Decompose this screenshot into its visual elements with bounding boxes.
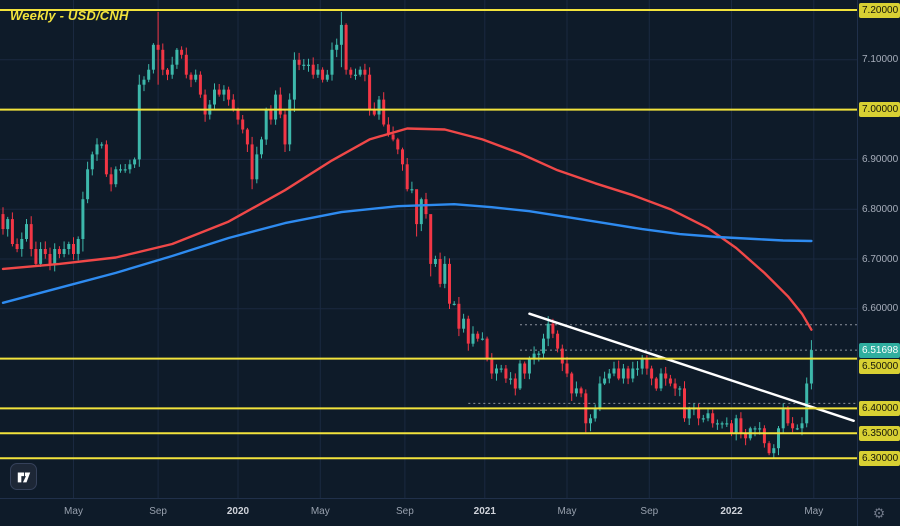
blue-moving-average[interactable] xyxy=(1,202,813,304)
time-axis-label: May xyxy=(310,506,330,517)
gear-icon[interactable]: ⚙ xyxy=(872,504,886,521)
time-axis-label: Sep xyxy=(640,506,659,517)
price-tick-label: 6.60000 xyxy=(862,303,899,315)
level-price-label: 6.40000 xyxy=(859,400,900,416)
time-axis-label: May xyxy=(804,506,824,517)
price-tick-label: 7.10000 xyxy=(862,54,899,66)
level-price-label: 6.30000 xyxy=(859,450,900,466)
chart-canvas[interactable] xyxy=(0,0,857,498)
time-axis-label: Sep xyxy=(395,506,414,517)
time-axis-label: Sep xyxy=(149,506,167,517)
time-axis-label: 2021 xyxy=(473,506,496,517)
price-tick-label: 6.90000 xyxy=(862,153,899,165)
axis-settings-corner: ⚙ xyxy=(857,498,900,526)
horizontal-level-lines[interactable] xyxy=(0,9,857,460)
time-axis-label: 2022 xyxy=(720,506,743,517)
time-axis-label: May xyxy=(557,506,577,517)
level-price-label: 6.50000 xyxy=(859,358,900,374)
price-tick-label: 6.80000 xyxy=(862,203,899,215)
level-price-label: 6.35000 xyxy=(859,425,900,441)
tradingview-logo[interactable] xyxy=(10,463,37,490)
level-price-label: 7.20000 xyxy=(859,2,900,18)
tradingview-logo-icon xyxy=(17,472,30,482)
last-price-label: 6.51698 xyxy=(859,342,900,358)
price-axis[interactable]: 7.20000 7.10000 7.00000 6.90000 6.80000 6.700… xyxy=(857,0,900,498)
level-price-label: 7.00000 xyxy=(859,102,900,118)
dotted-level-lines[interactable] xyxy=(468,324,857,404)
price-tick-label: 6.70000 xyxy=(862,253,899,265)
time-axis-label: 2020 xyxy=(226,506,250,517)
chart-title: Weekly - USD/CNH xyxy=(10,8,129,23)
grid-lines xyxy=(0,0,857,498)
plot-area[interactable]: Weekly - USD/CNH xyxy=(0,0,857,498)
time-axis-label: May xyxy=(64,506,83,517)
candles-layer[interactable] xyxy=(1,12,813,459)
red-moving-average[interactable] xyxy=(1,127,813,331)
time-axis[interactable]: May Sep 2020 May Sep 2021 May Sep 2022 May xyxy=(0,498,857,526)
trendline[interactable] xyxy=(528,312,855,422)
